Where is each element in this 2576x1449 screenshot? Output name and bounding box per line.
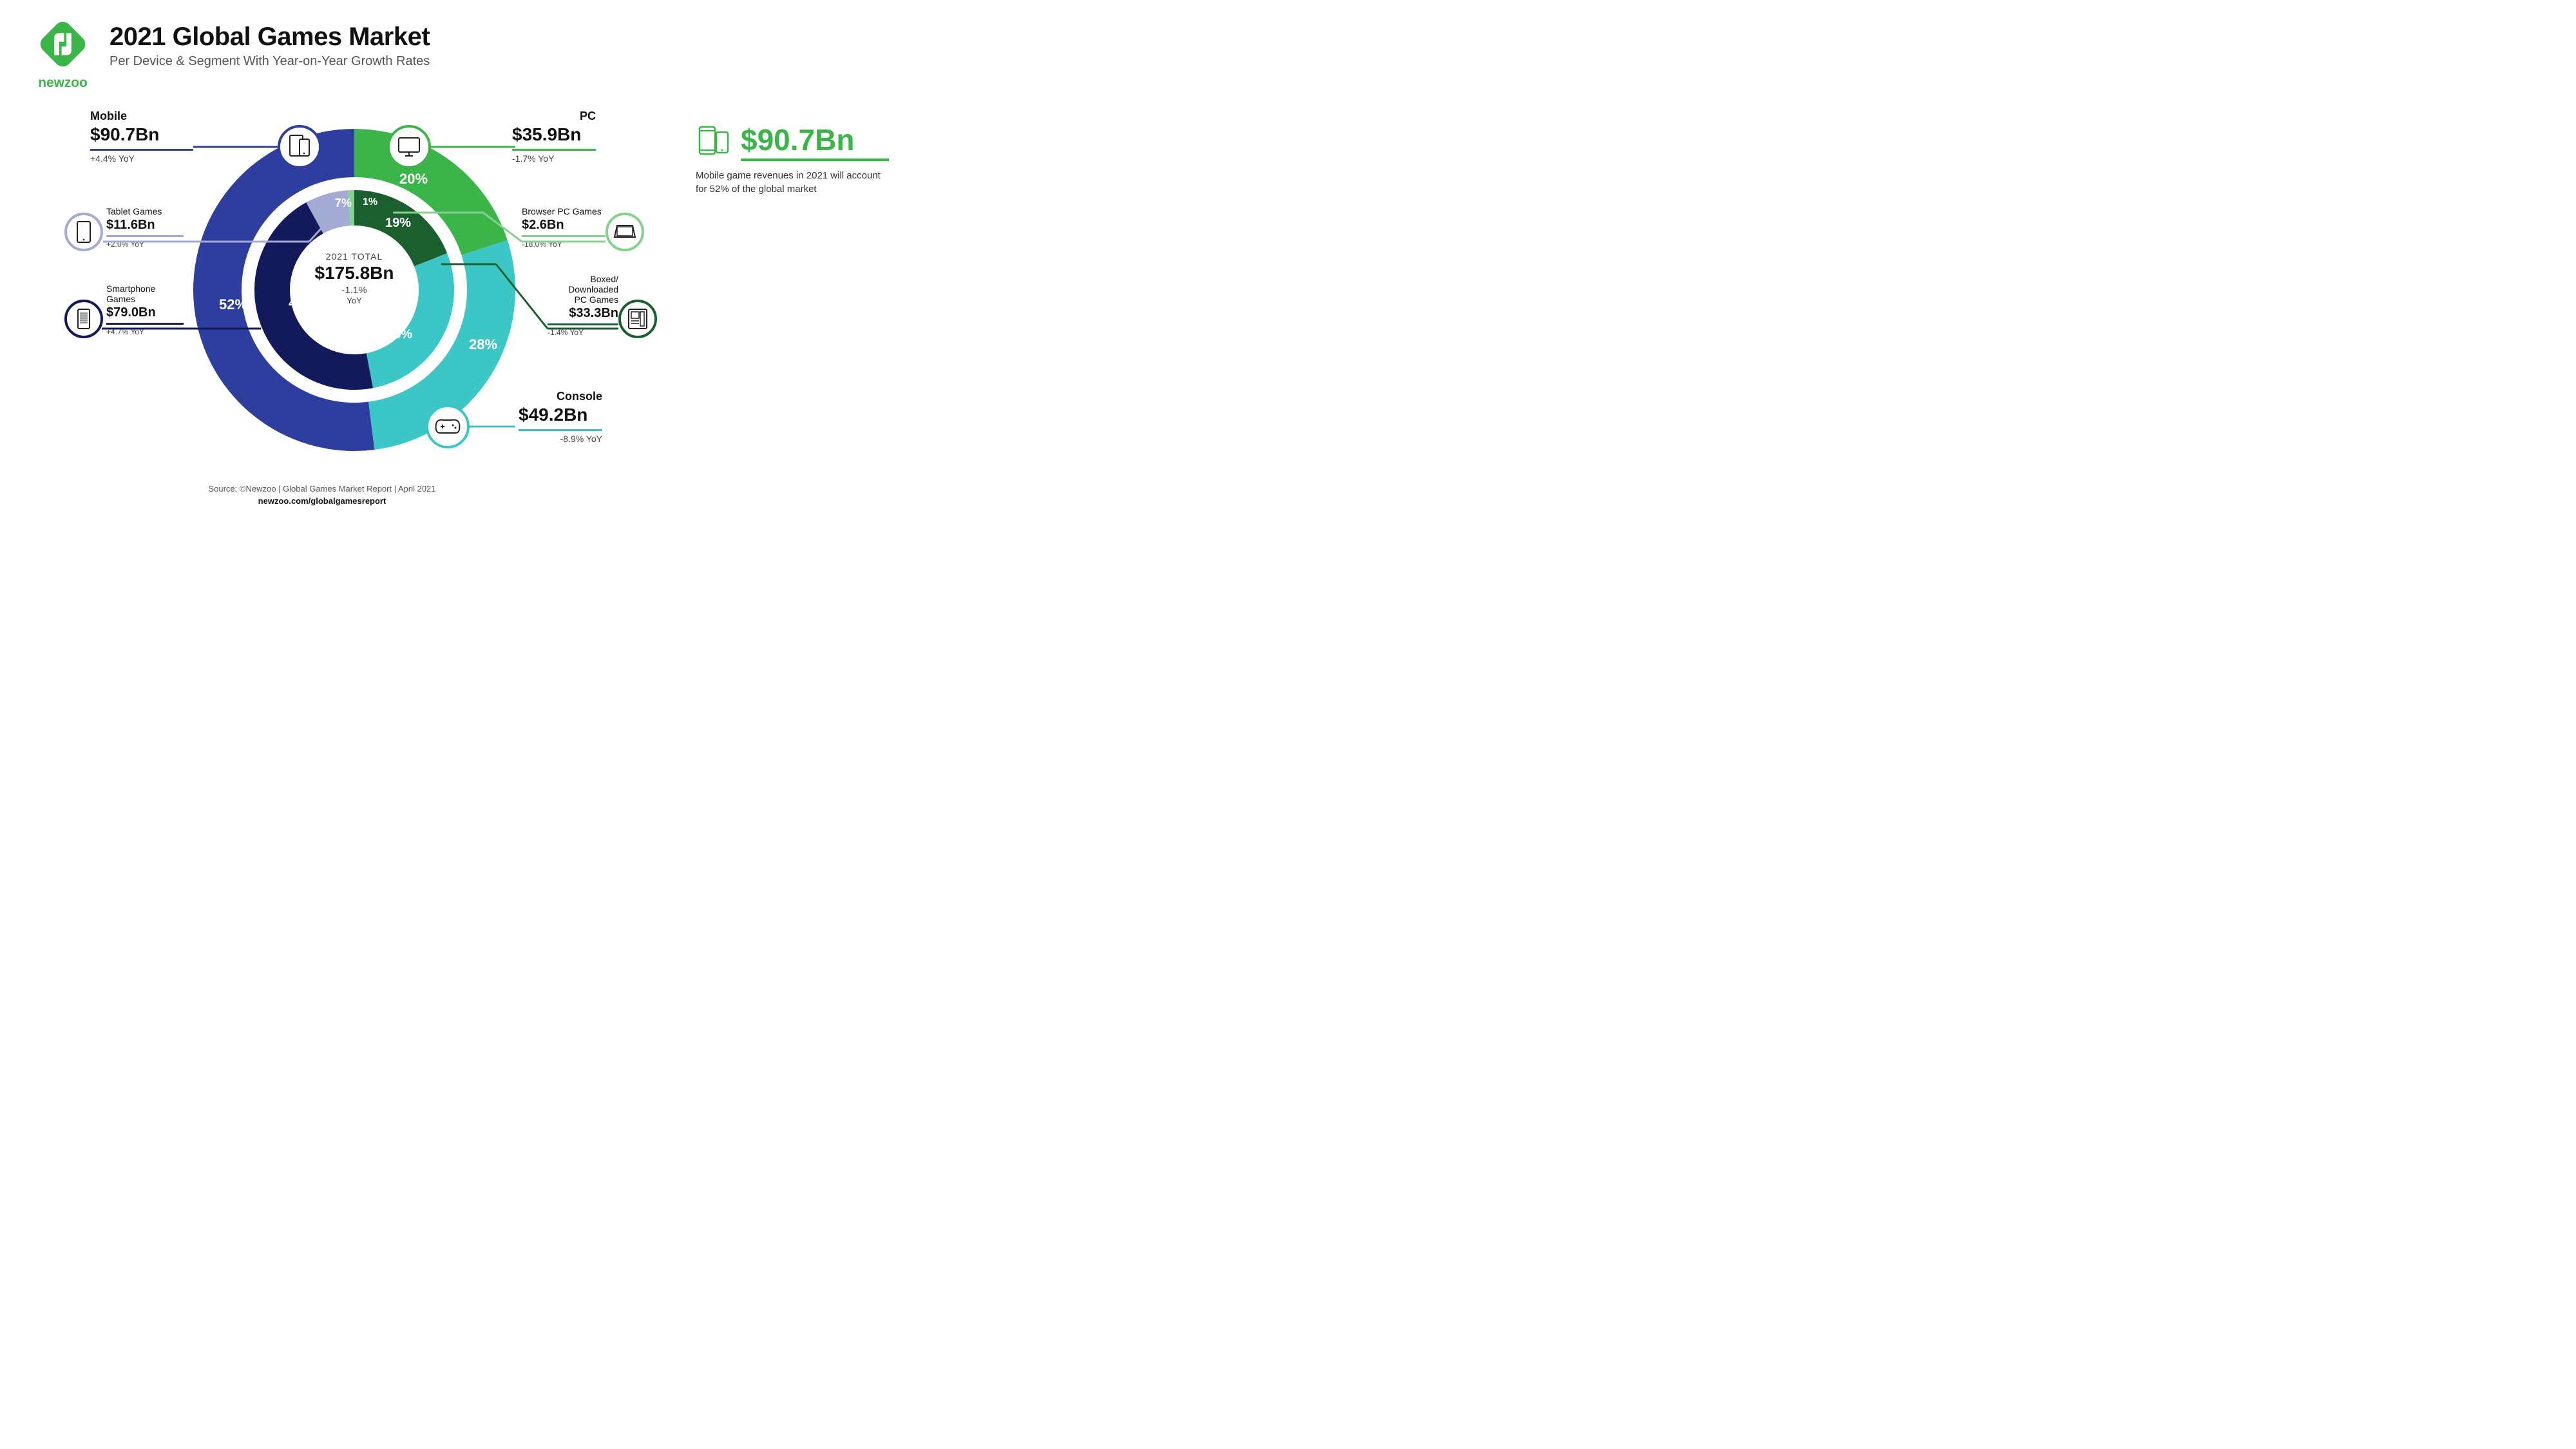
label-console-value: $49.2Bn [519, 405, 602, 425]
pct-console: 28% [469, 336, 497, 353]
footer-source: Source: ©Newzoo | Global Games Market Re… [0, 484, 644, 494]
footer: Source: ©Newzoo | Global Games Market Re… [0, 484, 644, 506]
label-smartphone-title: Smartphone Games [106, 283, 184, 304]
label-mobile: Mobile $90.7Bn +4.4% YoY [90, 110, 193, 164]
label-console-title: Console [519, 390, 602, 403]
label-pc: PC $35.9Bn -1.7% YoY [512, 110, 596, 164]
svg-text:newzoo: newzoo [38, 75, 88, 90]
pct-boxed: 19% [385, 216, 411, 231]
callout-text: Mobile game revenues in 2021 will accoun… [696, 169, 889, 196]
page-title: 2021 Global Games Market [110, 23, 430, 52]
center-value: $175.8Bn [306, 263, 403, 283]
donut-chart: 2021 TOTAL $175.8Bn -1.1% YoY 20% 28% 52… [32, 110, 612, 470]
center-yoy-label: YoY [306, 296, 403, 305]
label-browser-title: Browser PC Games [522, 206, 606, 216]
center-yoy: -1.1% [306, 285, 403, 296]
label-boxed-yoy: -1.4% YoY [548, 323, 618, 337]
pct-smartphone: 45% [289, 296, 314, 311]
label-mobile-title: Mobile [90, 110, 193, 123]
callout-underline [741, 158, 889, 161]
page-subtitle: Per Device & Segment With Year-on-Year G… [110, 54, 430, 69]
pct-tablet: 7% [335, 197, 352, 210]
label-pc-value: $35.9Bn [512, 124, 596, 145]
label-console-yoy: -8.9% YoY [519, 429, 602, 444]
label-mobile-value: $90.7Bn [90, 124, 193, 145]
center-label: 2021 TOTAL [306, 251, 403, 262]
label-browser-value: $2.6Bn [522, 218, 606, 233]
label-console: Console $49.2Bn -8.9% YoY [519, 390, 602, 444]
label-mobile-yoy: +4.4% YoY [90, 149, 193, 164]
label-smartphone-yoy: +4.7% YoY [106, 323, 184, 336]
label-boxed-title: Boxed/ Downloaded PC Games [548, 274, 618, 305]
callout: $90.7Bn Mobile game revenues in 2021 wil… [696, 122, 889, 196]
label-boxed-value: $33.3Bn [548, 306, 618, 321]
label-tablet-yoy: +2.0% YoY [106, 235, 184, 249]
chart-center: 2021 TOTAL $175.8Bn -1.1% YoY [306, 251, 403, 305]
label-tablet: Tablet Games $11.6Bn +2.0% YoY [106, 206, 184, 249]
label-browser-yoy: -18.0% YoY [522, 235, 606, 249]
title-block: 2021 Global Games Market Per Device & Se… [110, 19, 430, 69]
label-tablet-value: $11.6Bn [106, 218, 184, 233]
label-smartphone-value: $79.0Bn [106, 305, 184, 320]
label-pc-title: PC [512, 110, 596, 123]
label-tablet-title: Tablet Games [106, 206, 184, 216]
pct-browser: 1% [363, 197, 377, 208]
label-browser: Browser PC Games $2.6Bn -18.0% YoY [522, 206, 606, 249]
label-smartphone: Smartphone Games $79.0Bn +4.7% YoY [106, 283, 184, 336]
pct-pc: 20% [399, 171, 428, 187]
mobile-icon [696, 124, 731, 160]
header: newzoo 2021 Global Games Market Per Devi… [32, 19, 430, 93]
newzoo-logo: newzoo [32, 19, 93, 93]
pct-mobile: 52% [219, 296, 247, 313]
callout-value: $90.7Bn [741, 122, 889, 157]
label-pc-yoy: -1.7% YoY [512, 149, 596, 164]
label-boxed: Boxed/ Downloaded PC Games $33.3Bn -1.4%… [548, 274, 618, 337]
pct-console-inner: 28% [386, 327, 412, 342]
footer-link: newzoo.com/globalgamesreport [0, 496, 644, 506]
